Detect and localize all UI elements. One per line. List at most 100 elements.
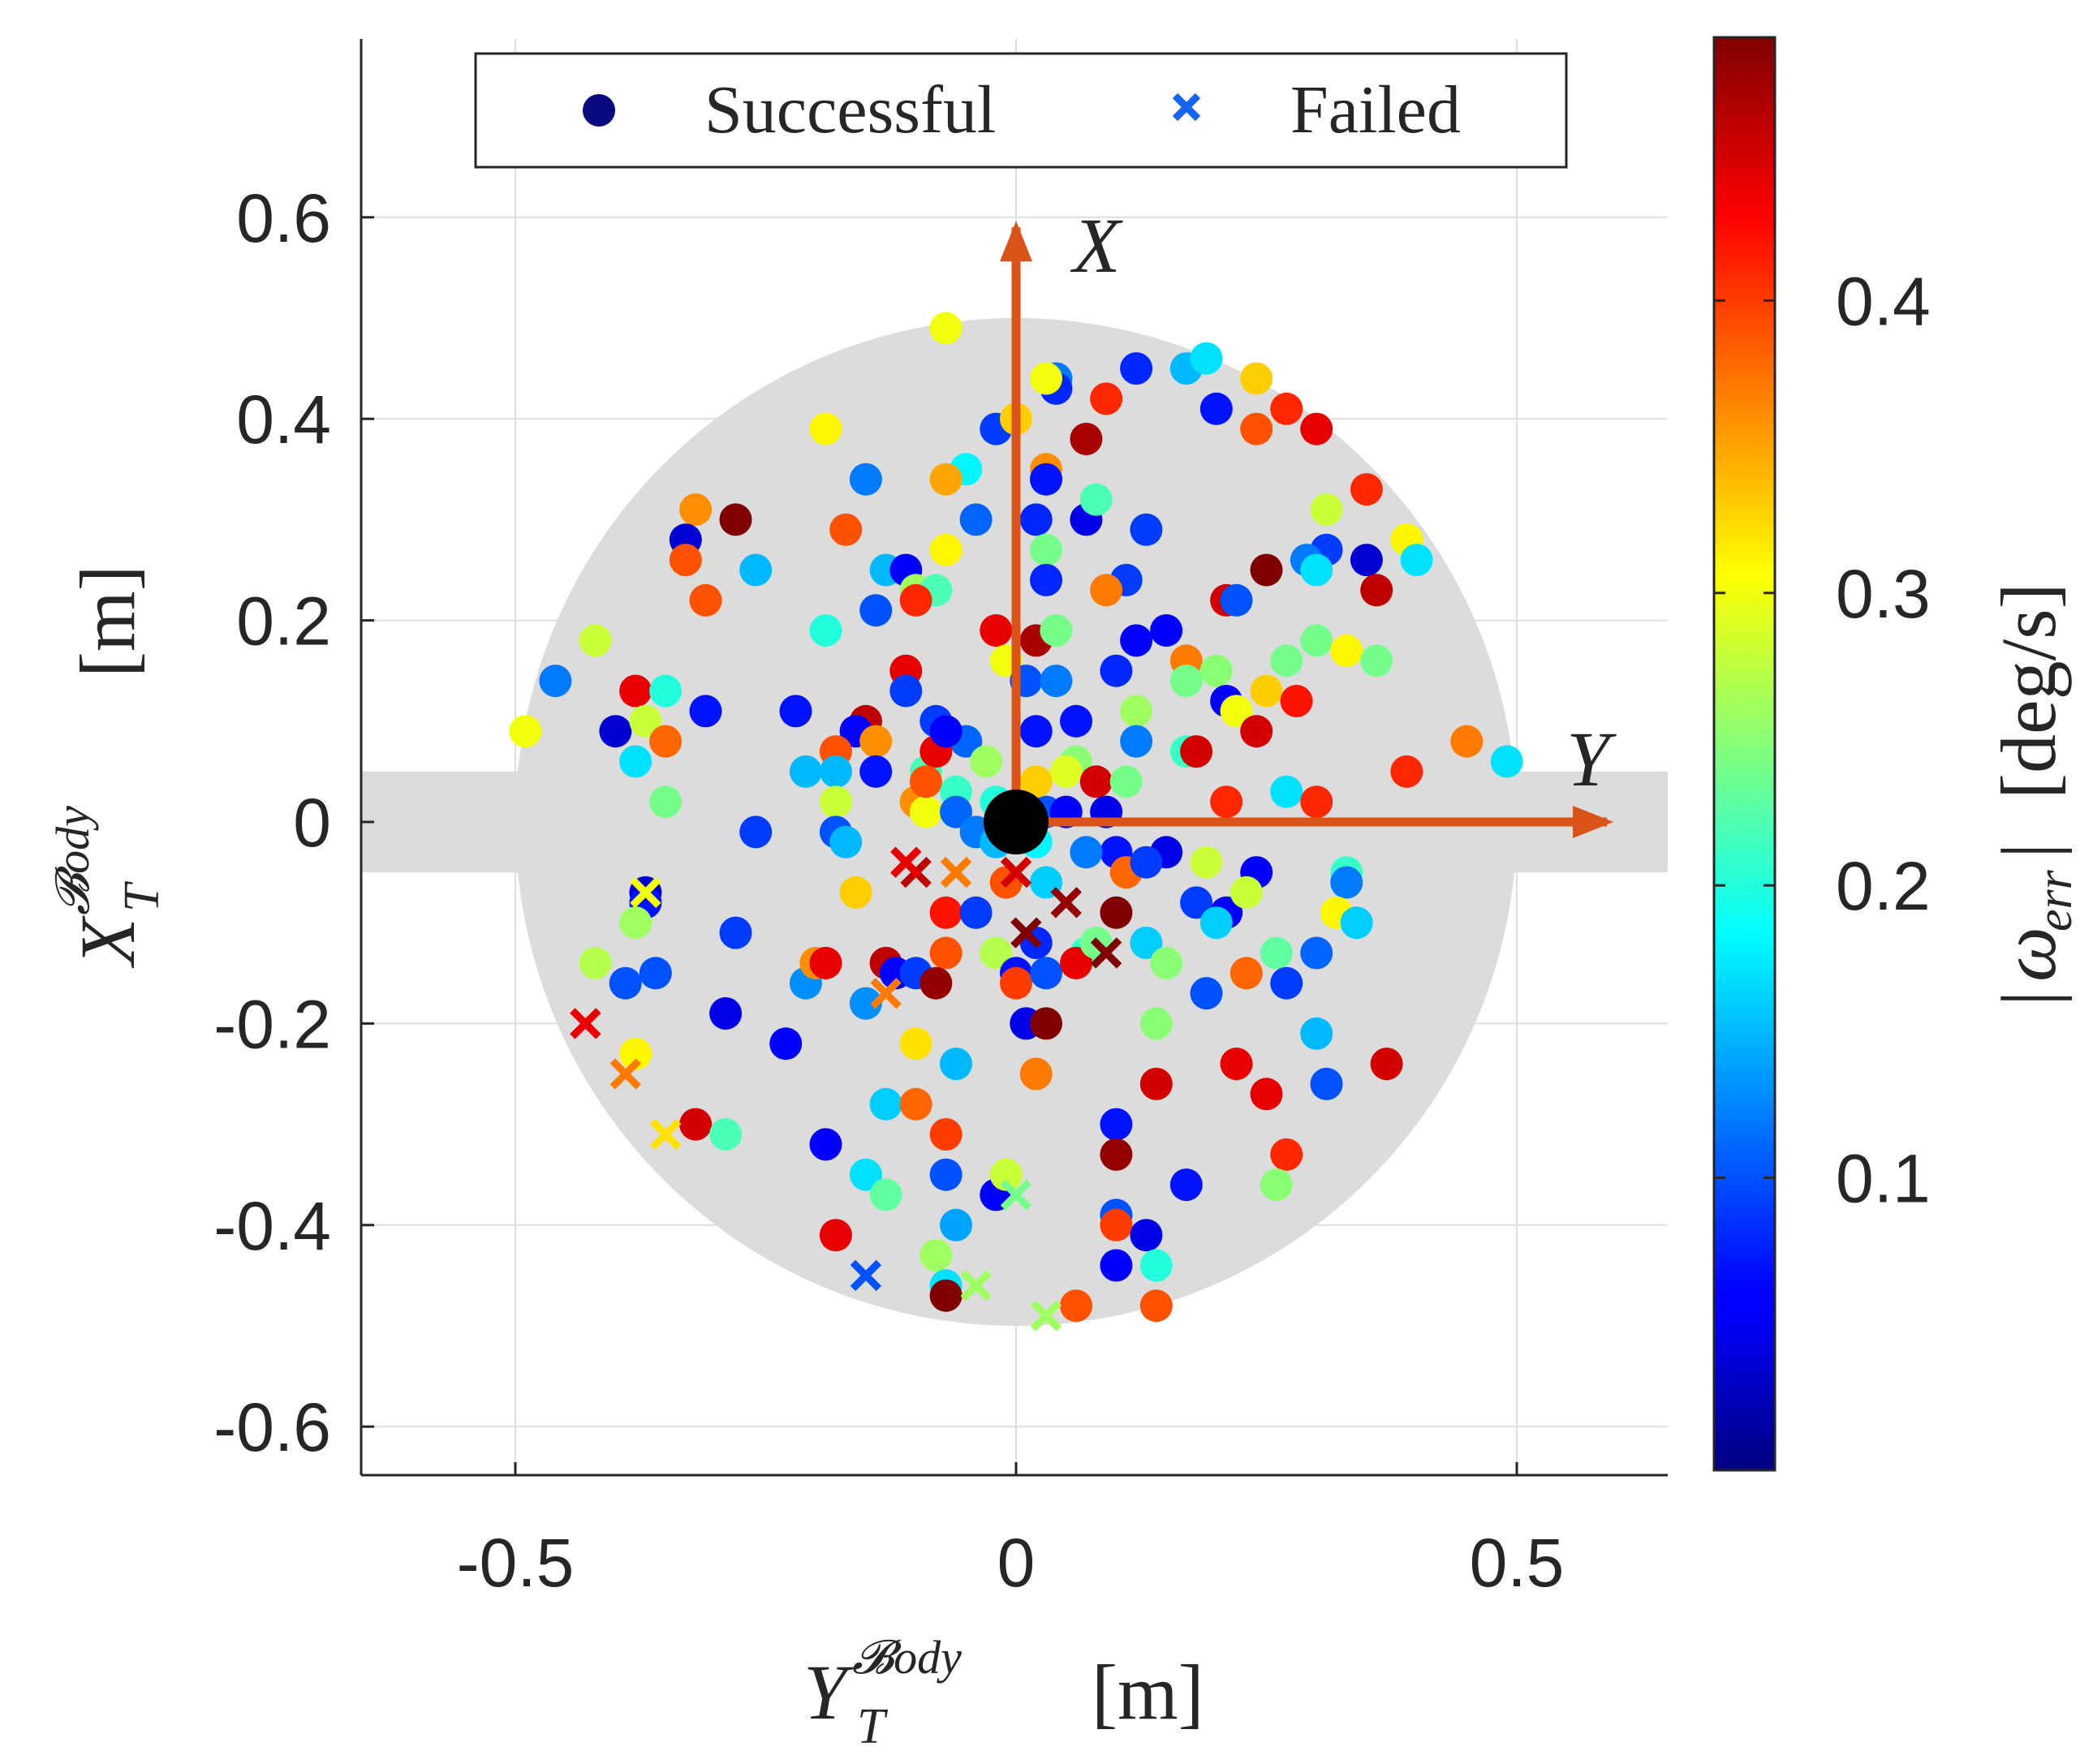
data-point-successful (739, 815, 773, 849)
data-point-successful (1270, 966, 1303, 1000)
data-point-successful (1000, 966, 1032, 1000)
data-point-successful (899, 1027, 932, 1061)
data-point-successful (1079, 483, 1113, 516)
data-point-successful (1100, 1208, 1133, 1241)
data-point-successful (909, 795, 942, 828)
data-point-successful (649, 674, 683, 708)
colorbar-gradient (1712, 36, 1776, 1472)
data-point-successful (929, 533, 963, 566)
data-point-failed (1000, 856, 1032, 888)
data-point-successful (1079, 765, 1113, 798)
data-point-successful (1030, 362, 1062, 395)
data-point-successful (849, 1158, 882, 1191)
data-point-successful (1199, 906, 1233, 940)
data-point-failed (940, 856, 972, 888)
data-point-successful (709, 1118, 743, 1151)
data-point-successful (839, 876, 872, 909)
body-axis-y-label: Y (1566, 716, 1617, 802)
data-point-successful (1030, 463, 1062, 496)
data-point-successful (679, 493, 713, 526)
successful-points (509, 312, 1523, 1323)
data-point-successful (1280, 685, 1313, 717)
data-point-successful (809, 412, 842, 445)
data-point-successful (1139, 1007, 1173, 1040)
data-point-successful (789, 755, 822, 788)
axis-ticks: -0.5 0 0.5 -0.6 -0.4 -0.2 0 0.2 0.4 0.6 (213, 180, 1564, 1601)
y-tick-label: -0.4 (213, 1188, 331, 1264)
data-point-successful (1310, 493, 1343, 526)
data-point-successful (1270, 644, 1303, 678)
data-point-failed (1000, 1179, 1032, 1211)
data-point-successful (1240, 412, 1273, 445)
data-point-successful (899, 583, 932, 617)
svg-text:T: T (857, 1699, 889, 1754)
data-point-successful (849, 987, 882, 1020)
data-point-successful (1210, 785, 1243, 819)
data-point-successful (869, 1178, 902, 1211)
origin-marker (984, 789, 1049, 854)
data-point-successful (1370, 1048, 1403, 1081)
axes-frame (360, 39, 1668, 1477)
data-point-successful (1100, 654, 1133, 687)
data-point-successful (1360, 644, 1393, 678)
y-tick-label: 0.6 (236, 180, 331, 256)
data-point-successful (719, 916, 752, 949)
data-point-successful (1250, 674, 1283, 708)
data-point-successful (619, 674, 652, 708)
data-point-successful (1070, 836, 1103, 869)
data-point-successful (629, 704, 662, 738)
data-point-successful (769, 1027, 803, 1061)
data-point-successful (859, 594, 893, 627)
data-point-successful (989, 1158, 1023, 1191)
data-point-successful (1090, 382, 1123, 415)
data-point-successful (899, 1087, 932, 1121)
data-point-successful (1130, 927, 1163, 959)
data-point-successful (909, 765, 942, 798)
data-point-failed (1030, 1300, 1062, 1332)
data-point-successful (929, 715, 963, 748)
data-point-successful (1240, 715, 1273, 748)
data-point-successful (869, 1087, 902, 1121)
data-point-successful (1490, 745, 1523, 778)
data-point-successful (779, 695, 812, 728)
data-point-failed (890, 846, 922, 878)
data-point-successful (1100, 1249, 1133, 1282)
data-point-successful (1120, 725, 1153, 758)
data-point-successful (1300, 1017, 1333, 1050)
data-point-successful (1090, 574, 1123, 607)
data-point-successful (829, 513, 863, 546)
data-point-failed (609, 1058, 641, 1090)
colorbar-ticks: 0.1 0.2 0.3 0.4 (1714, 263, 1931, 1217)
data-point-successful (1030, 957, 1062, 990)
data-point-successful (1250, 1078, 1283, 1111)
data-point-successful (1060, 704, 1092, 738)
data-point-successful (1230, 876, 1263, 909)
svg-text:[deg/s]: [deg/s] (1985, 583, 2072, 799)
svg-text:𝓑ody: 𝓑ody (852, 1631, 962, 1684)
svg-text:X: X (64, 915, 151, 969)
data-point-failed (1050, 887, 1082, 919)
data-point-successful (609, 966, 642, 1000)
data-point-successful (1260, 1168, 1293, 1202)
data-point-successful (1270, 775, 1303, 808)
data-point-successful (689, 695, 722, 728)
data-point-successful (1100, 896, 1133, 929)
data-point-successful (1180, 886, 1213, 919)
data-point-successful (619, 745, 652, 778)
data-point-successful (1139, 1067, 1173, 1100)
data-point-successful (739, 553, 773, 587)
data-point-successful (819, 755, 852, 788)
data-point-failed (570, 1008, 601, 1039)
y-tick-label: 0 (293, 785, 331, 861)
data-point-successful (1040, 665, 1073, 698)
data-point-successful (889, 674, 923, 708)
data-point-failed (960, 1270, 992, 1301)
data-point-successful (1300, 553, 1333, 587)
data-point-successful (1300, 936, 1333, 970)
body-axis-y-arrowhead (1573, 806, 1614, 838)
data-point-successful (859, 755, 893, 788)
data-point-successful (929, 1118, 963, 1151)
data-point-successful (649, 785, 683, 819)
data-point-successful (1060, 946, 1092, 979)
